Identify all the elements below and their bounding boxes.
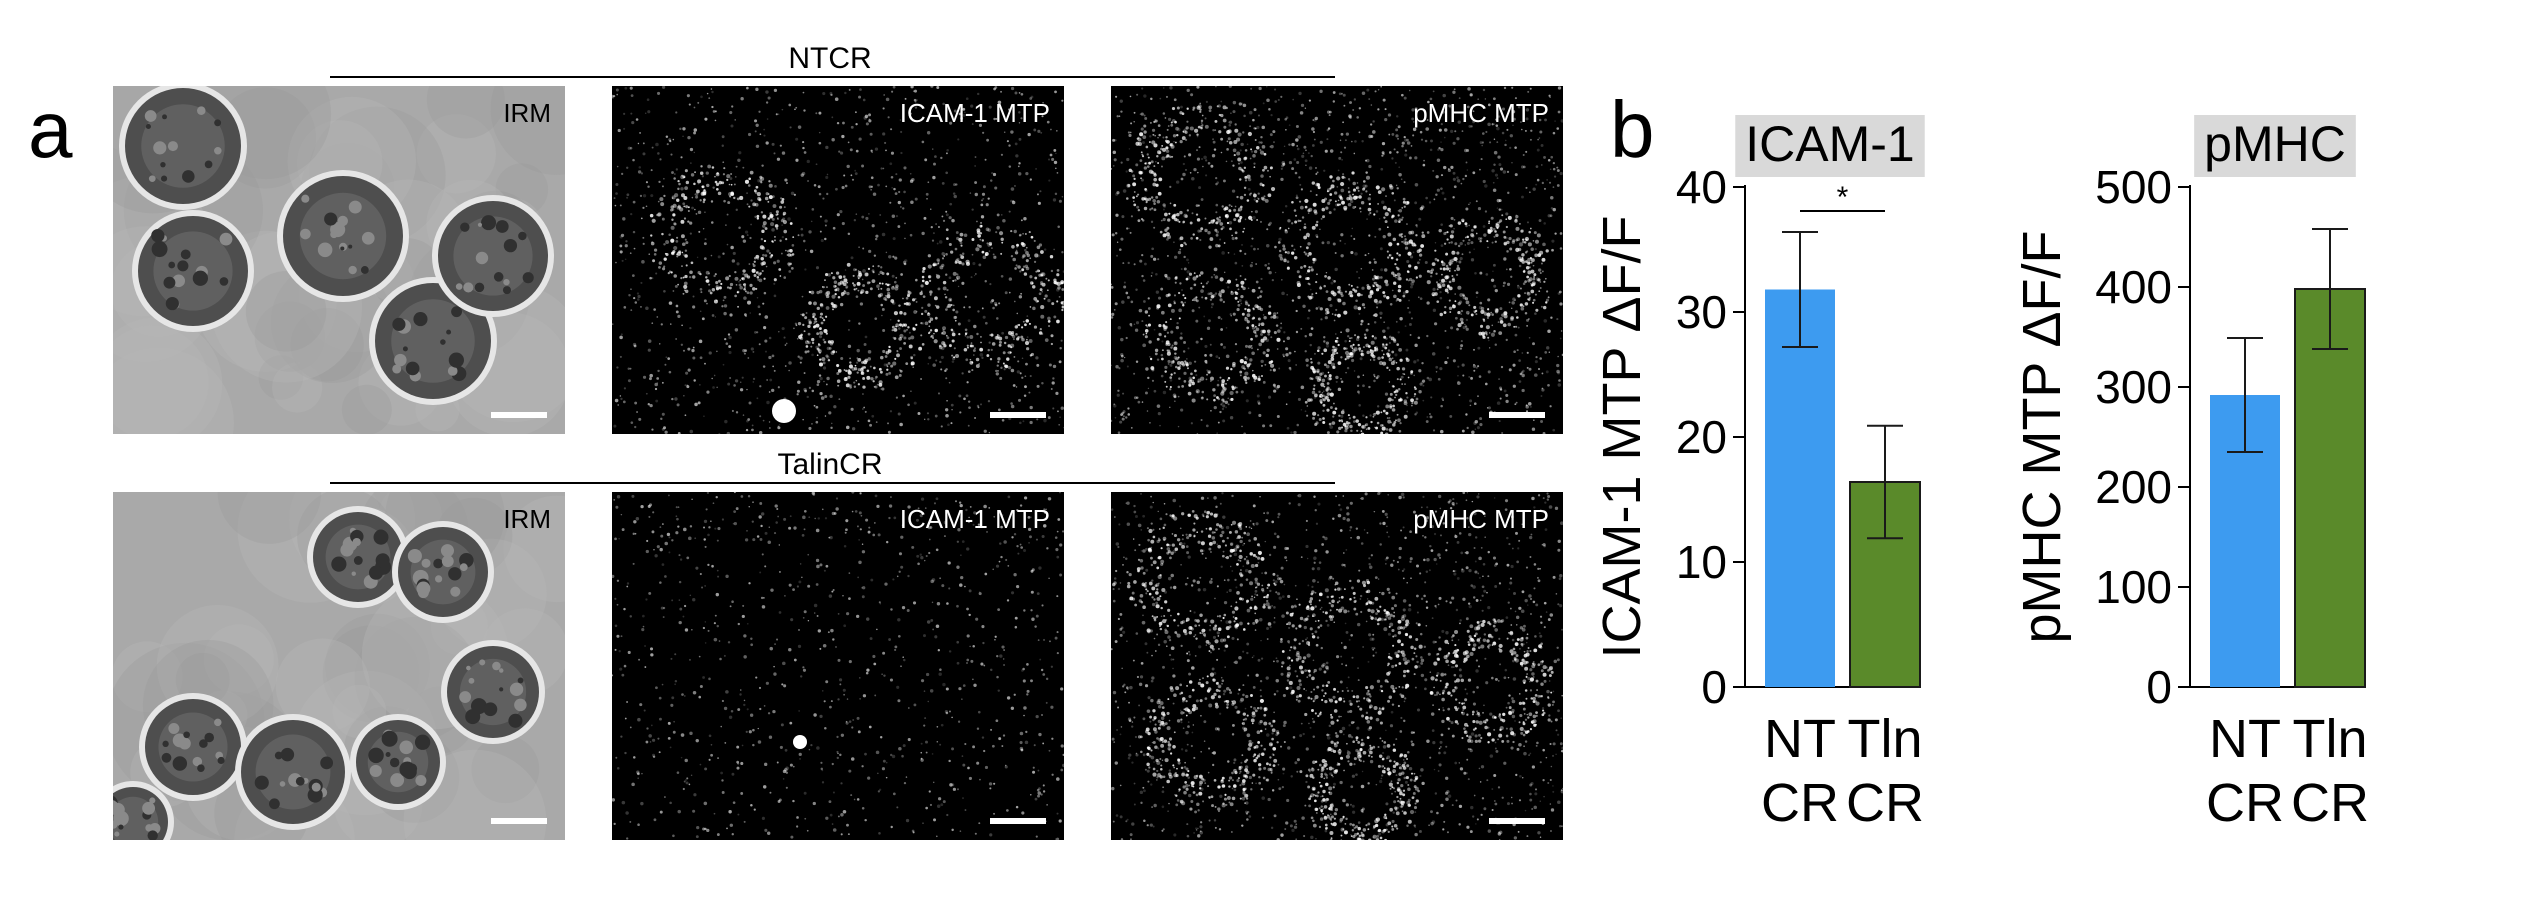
significance-label: * [1837, 181, 1849, 214]
cell [392, 521, 494, 623]
y-axis-label: ICAM-1 MTP ΔF/F [1592, 215, 1652, 658]
micrograph-label: ICAM-1 MTP [899, 98, 1050, 128]
micrograph-label: pMHC MTP [1413, 504, 1549, 534]
y-tick-label: 30 [1676, 286, 1727, 338]
micrograph-label: pMHC MTP [1413, 98, 1549, 128]
cell [235, 714, 351, 830]
y-tick-label: 500 [2095, 161, 2172, 213]
panel-b-letter: b [1610, 85, 1655, 174]
cell [441, 640, 545, 744]
category-label: NT [1764, 709, 1836, 769]
scale-bar [990, 818, 1046, 824]
bar-0 [1765, 289, 1835, 687]
cell [139, 693, 247, 801]
y-tick-label: 0 [1701, 661, 1727, 713]
category-label: CR [2291, 773, 2369, 833]
y-tick-label: 200 [2095, 461, 2172, 513]
micrograph-talincr-pmhc: pMHC MTP [1111, 492, 1563, 840]
y-tick-label: 0 [2146, 661, 2172, 713]
cell [350, 714, 446, 810]
category-label: CR [1761, 773, 1839, 833]
y-tick-label: 400 [2095, 261, 2172, 313]
scale-bar [491, 412, 547, 418]
cell [119, 86, 247, 210]
micrograph-talincr-irm: IRM [113, 492, 565, 840]
category-label: CR [2206, 773, 2284, 833]
chart-title-bg [2194, 115, 2356, 177]
chart-title: ICAM-1 [1745, 116, 1914, 172]
micrograph-label: IRM [503, 98, 551, 128]
cell [432, 195, 554, 317]
chart-1: pMHC 0 100 200 300 400 500 pMHC MTP ΔF/F NTCRTln… [2012, 115, 2369, 833]
y-tick-label: 300 [2095, 361, 2172, 413]
y-tick-label: 10 [1676, 536, 1727, 588]
cell [277, 170, 409, 302]
group-line-talincr [330, 482, 1335, 484]
cell [307, 506, 409, 608]
group-label-talincr: TalinCR [777, 448, 883, 481]
category-label: Tln [1847, 709, 1922, 769]
category-label: CR [1846, 773, 1924, 833]
micrograph-talincr-icam1: ICAM-1 MTP [612, 492, 1064, 840]
category-label: NT [2209, 709, 2281, 769]
scale-bar [1489, 818, 1545, 824]
y-axis-label: pMHC MTP ΔF/F [2012, 230, 2072, 643]
scale-bar [491, 818, 547, 824]
scale-bar [1489, 412, 1545, 418]
micrograph-label: IRM [503, 504, 551, 534]
cell [369, 277, 497, 405]
cell [132, 210, 254, 332]
chart-title-bg [1735, 115, 1925, 177]
chart-title: pMHC [2204, 116, 2346, 172]
scale-bar [990, 412, 1046, 418]
micrograph-label: ICAM-1 MTP [899, 504, 1050, 534]
micrograph-ntcr-icam1: ICAM-1 MTP [612, 86, 1064, 434]
micrograph-ntcr-pmhc: pMHC MTP [1111, 86, 1563, 434]
y-tick-label: 100 [2095, 561, 2172, 613]
y-tick-label: 20 [1676, 411, 1727, 463]
category-label: Tln [2292, 709, 2367, 769]
group-line-ntcr [330, 76, 1335, 78]
group-label-ntcr: NTCR [788, 42, 872, 75]
cell [113, 781, 174, 840]
y-tick-label: 40 [1676, 161, 1727, 213]
panel-a-letter: a [28, 85, 73, 174]
micrograph-ntcr-irm: IRM [113, 86, 565, 434]
